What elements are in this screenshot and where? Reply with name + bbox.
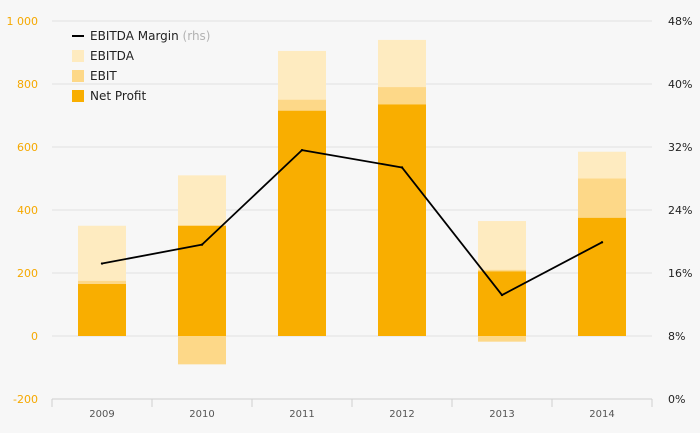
y-left-tick-label: 400 xyxy=(17,204,38,217)
y-left-tick-label: 0 xyxy=(31,330,38,343)
legend-swatch-ebitda xyxy=(72,50,84,62)
bar-net-profit-2009 xyxy=(78,284,126,336)
bar-ebit-2013-negative xyxy=(478,336,526,342)
x-tick-label-2009: 2009 xyxy=(89,409,114,420)
bars xyxy=(78,39,626,365)
y-right-tick-label: 0% xyxy=(668,393,685,406)
legend-label: Net Profit xyxy=(90,89,146,103)
y-right-tick-label: 48% xyxy=(668,15,692,28)
axes: -200 0 200 400 600 800 1 000 0% 8% 16% 24% 32% 40% 48… xyxy=(7,15,693,420)
x-tick-label-2014: 2014 xyxy=(589,409,614,420)
bar-net-profit-2012 xyxy=(378,104,426,336)
legend-item-ebit: EBIT xyxy=(72,69,117,83)
bar-net-profit-2010 xyxy=(178,225,226,336)
bar-net-profit-2013 xyxy=(478,271,526,336)
margin-line xyxy=(100,148,604,297)
point-ebitda-margin-2010 xyxy=(200,243,204,246)
y-left-tick-label: 1 000 xyxy=(7,15,39,28)
y-left-tick-label: 800 xyxy=(17,78,38,91)
legend-label-suffix: (rhs) xyxy=(179,29,211,43)
point-ebitda-margin-2011 xyxy=(300,148,304,152)
y-left-tick-label: -200 xyxy=(13,393,38,406)
x-tick-label-2010: 2010 xyxy=(189,409,214,420)
legend-label: EBITDA Margin (rhs) xyxy=(90,29,211,43)
bar-net-profit-2011 xyxy=(278,110,326,337)
y-left-tick-label: 200 xyxy=(17,267,38,280)
y-right-tick-label: 8% xyxy=(668,330,685,343)
gridlines xyxy=(52,20,652,337)
legend-label: EBIT xyxy=(90,69,117,83)
legend-swatch-net-profit xyxy=(72,90,84,102)
y-right-tick-label: 24% xyxy=(668,204,692,217)
legend-item-net-profit: Net Profit xyxy=(72,89,146,103)
point-ebitda-margin-2009 xyxy=(100,262,104,265)
point-ebitda-margin-2012 xyxy=(400,166,404,169)
legend-item-ebitda-margin: EBITDA Margin (rhs) xyxy=(72,29,211,43)
point-ebitda-margin-2013 xyxy=(500,293,504,297)
bar-ebit-2010-negative xyxy=(178,336,226,365)
y-right-tick-label: 40% xyxy=(668,78,692,91)
x-tick-label-2013: 2013 xyxy=(489,409,514,420)
y-left-tick-label: 600 xyxy=(17,141,38,154)
legend-item-ebitda: EBITDA xyxy=(72,49,135,63)
bar-net-profit-2014 xyxy=(578,217,626,336)
legend-label: EBITDA xyxy=(90,49,135,63)
x-tick-label-2012: 2012 xyxy=(389,409,414,420)
y-right-tick-label: 32% xyxy=(668,141,692,154)
legend-swatch-ebit xyxy=(72,70,84,82)
y-right-tick-label: 16% xyxy=(668,267,692,280)
x-tick-label-2011: 2011 xyxy=(289,409,314,420)
point-ebitda-margin-2014 xyxy=(600,241,604,244)
legend: EBITDA Margin (rhs) EBITDA EBIT Net Profit xyxy=(72,29,211,103)
line-ebitda-margin xyxy=(101,149,603,296)
